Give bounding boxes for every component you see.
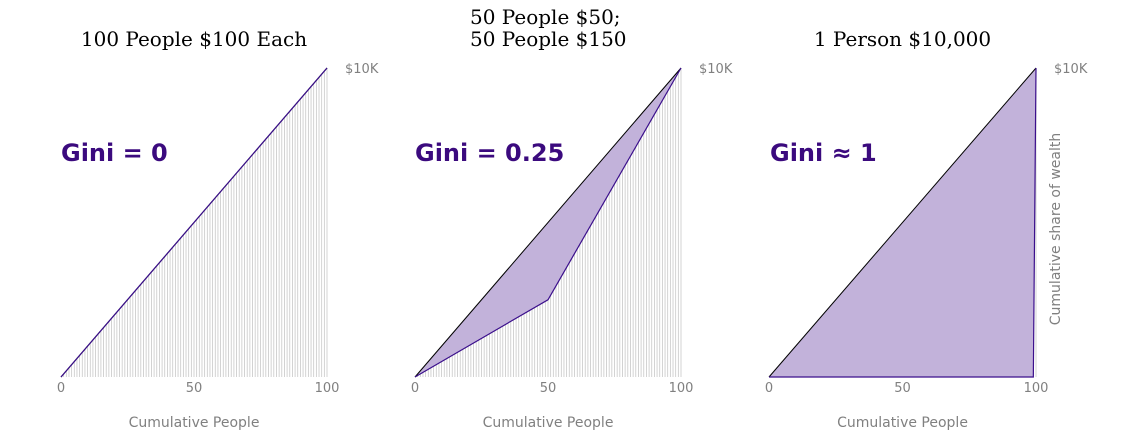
equality-line [768, 67, 1037, 378]
chart-title: 100 People $100 Each [81, 27, 307, 51]
person-lines [417, 68, 682, 377]
x-tick-label: 50 [540, 381, 557, 396]
x-axis-label: Cumulative People [483, 415, 614, 431]
gini-label: Gini ≈ 1 [770, 139, 877, 167]
chart-title-line: 50 People $50; [470, 5, 621, 29]
x-tick-label: 0 [765, 381, 773, 396]
x-axis-label: Cumulative People [129, 415, 260, 431]
gini-label: Gini = 0.25 [415, 139, 564, 167]
y-tick-label: $10K [345, 62, 379, 77]
lorenz-curve [769, 67, 1037, 378]
y-tick-label: $10K [1054, 62, 1088, 77]
x-tick-label: 100 [1024, 381, 1049, 396]
chart-title: 50 People $50; 50 People $150 [470, 5, 627, 51]
chart-panel-1: 100 People $100 Each Gini = 0 0 50 100 $10K Cu… [57, 27, 379, 431]
x-tick-label: 100 [315, 381, 340, 396]
gini-label: Gini = 0 [61, 139, 168, 167]
lorenz-curve [414, 67, 682, 378]
x-tick-label: 0 [411, 381, 419, 396]
x-tick-label: 0 [57, 381, 65, 396]
equality-line [414, 67, 682, 378]
x-tick-label: 100 [669, 381, 694, 396]
chart-panel-2: 50 People $50; 50 People $150 Gini = 0.25 0… [411, 5, 733, 431]
y-axis-label: Cumulative share of wealth [1048, 133, 1064, 325]
x-tick-label: 50 [186, 381, 203, 396]
x-axis-label: Cumulative People [837, 415, 968, 431]
chart-panel-3: 1 Person $10,000 Gini ≈ 1 0 50 100 $10K Cumula… [765, 27, 1088, 431]
chart-title-line: 50 People $150 [470, 27, 627, 51]
chart-title: 1 Person $10,000 [814, 27, 991, 51]
person-lines [63, 68, 328, 377]
lorenz-curve [60, 67, 328, 378]
y-tick-label: $10K [699, 62, 733, 77]
x-tick-label: 50 [894, 381, 911, 396]
